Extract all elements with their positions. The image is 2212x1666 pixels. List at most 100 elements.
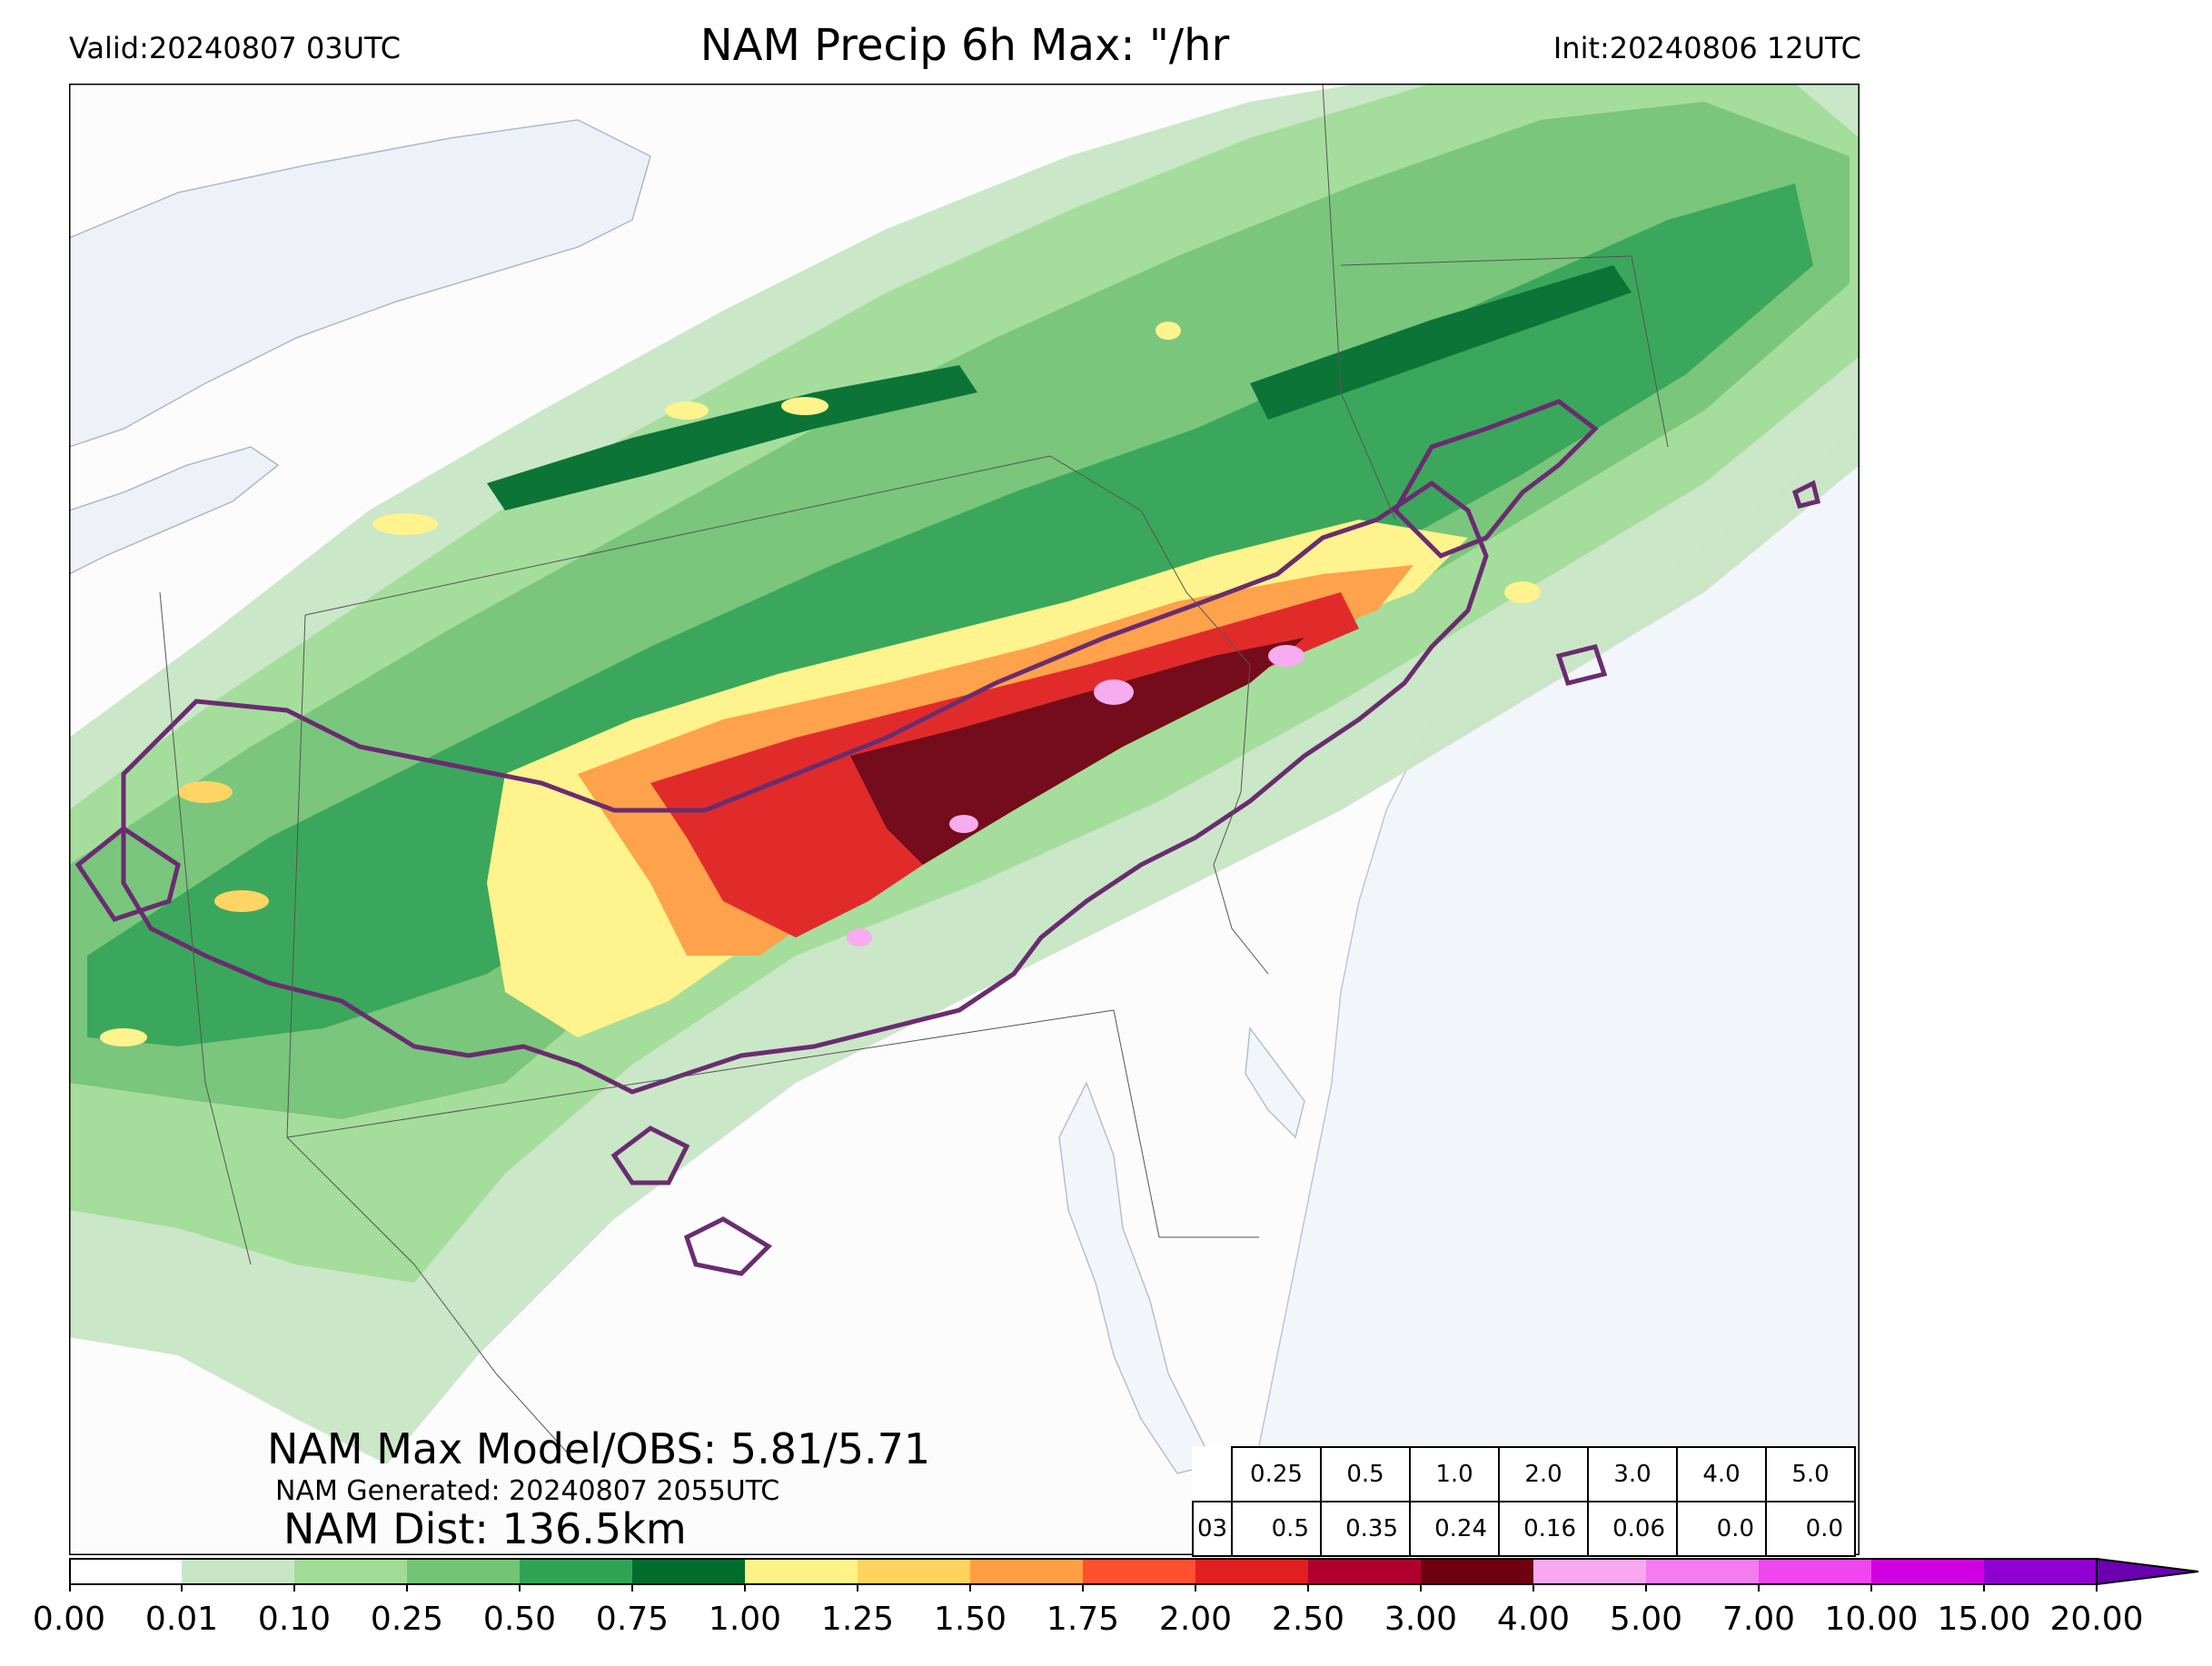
colorbar-segment bbox=[1308, 1559, 1421, 1584]
colorbar-segment bbox=[520, 1559, 632, 1584]
threshold-row: 0.25 0.5 1.0 2.0 3.0 4.0 5.0 bbox=[1193, 1446, 1856, 1502]
value-cell: 0.24 bbox=[1409, 1501, 1500, 1557]
colorbar-segment bbox=[1871, 1559, 1984, 1584]
obs-contour-south2 bbox=[683, 1216, 773, 1276]
colorbar-tick-label: 0.01 bbox=[144, 1601, 219, 1638]
colorbar-tick-label: 4.00 bbox=[1496, 1601, 1571, 1638]
precip-cell bbox=[100, 1028, 147, 1046]
ct-ma-border bbox=[1340, 255, 1632, 266]
map-title: NAM Precip 6h Max: "/hr bbox=[699, 20, 1230, 71]
threshold-cell: 2.0 bbox=[1498, 1446, 1589, 1502]
precip-band-075 bbox=[487, 365, 977, 511]
colorbar-tick-label: 1.25 bbox=[820, 1601, 895, 1638]
threshold-cell: 0.5 bbox=[1320, 1446, 1411, 1502]
colorbar-segment bbox=[1984, 1559, 2097, 1584]
distance-label: NAM Dist: 136.5km bbox=[283, 1504, 687, 1553]
colorbar-tick-label: 2.00 bbox=[1158, 1601, 1233, 1638]
value-cell: 0.0 bbox=[1676, 1501, 1767, 1557]
obs-contour-coast bbox=[1555, 644, 1608, 686]
colorbar-segment bbox=[858, 1559, 970, 1584]
colorbar-segment bbox=[632, 1559, 745, 1584]
threshold-cell: 0.25 bbox=[1231, 1446, 1322, 1502]
colorbar-segment bbox=[1083, 1559, 1195, 1584]
generated-time-label: NAM Generated: 20240807 2055UTC bbox=[275, 1475, 780, 1507]
colorbar-segment bbox=[182, 1559, 294, 1584]
lake-erie bbox=[69, 446, 280, 575]
precip-max-pink-1 bbox=[1094, 679, 1134, 705]
value-row: 03 0.5 0.35 0.24 0.16 0.06 0.0 0.0 bbox=[1192, 1501, 1856, 1557]
md-de-border bbox=[1113, 1009, 1259, 1238]
value-cell: 0.06 bbox=[1587, 1501, 1678, 1557]
colorbar-segment bbox=[1533, 1559, 1646, 1584]
precip-cell bbox=[1504, 581, 1541, 603]
threshold-cell: 5.0 bbox=[1765, 1446, 1856, 1502]
pa-south-border bbox=[286, 1009, 1115, 1138]
colorbar-segment bbox=[970, 1559, 1083, 1584]
threshold-cell: 3.0 bbox=[1587, 1446, 1678, 1502]
valid-time-label: Valid:20240807 03UTC bbox=[69, 31, 402, 65]
precip-cell bbox=[372, 513, 438, 535]
colorbar-segment bbox=[1421, 1559, 1533, 1584]
colorbar bbox=[69, 1557, 2199, 1592]
colorbar-tick-label: 1.50 bbox=[933, 1601, 1007, 1638]
value-cell: 0.35 bbox=[1320, 1501, 1411, 1557]
precip-cell bbox=[1156, 322, 1181, 340]
precip-max-pink-4 bbox=[847, 928, 872, 947]
colorbar-tick-label: 7.00 bbox=[1721, 1601, 1796, 1638]
colorbar-tick-label: 0.75 bbox=[595, 1601, 670, 1638]
colorbar-segment bbox=[69, 1559, 182, 1584]
colorbar-tick-label: 0.25 bbox=[370, 1601, 444, 1638]
ny-pa-border bbox=[304, 455, 1142, 616]
colorbar-tick-label: 1.75 bbox=[1046, 1601, 1120, 1638]
colorbar-tick-label: 10.00 bbox=[1824, 1601, 1919, 1638]
obs-contours bbox=[74, 399, 1821, 1276]
precip-core-300 bbox=[850, 638, 1304, 865]
init-time-label: Init:20240806 12UTC bbox=[1552, 31, 1861, 65]
precip-max-pink-3 bbox=[949, 815, 978, 833]
max-model-obs-label: NAM Max Model/OBS: 5.81/5.71 bbox=[267, 1424, 931, 1473]
colorbar-segment bbox=[1759, 1559, 1871, 1584]
row-label-cell: 03 bbox=[1192, 1501, 1233, 1557]
colorbar-segment bbox=[294, 1559, 407, 1584]
value-cell: 0.5 bbox=[1231, 1501, 1322, 1557]
oh-wv-border bbox=[159, 591, 252, 1265]
precip-cell bbox=[665, 402, 709, 420]
colorbar-segment bbox=[1195, 1559, 1308, 1584]
colorbar-tick-label: 5.00 bbox=[1609, 1601, 1683, 1638]
precip-cell bbox=[178, 781, 233, 803]
obs-contour-ne bbox=[1791, 480, 1821, 509]
delaware-bay bbox=[1245, 1026, 1305, 1139]
precip-band-075b bbox=[1250, 265, 1632, 420]
precip-field bbox=[69, 84, 1860, 1464]
threshold-cell: 1.0 bbox=[1409, 1446, 1500, 1502]
colorbar-tick-label: 0.00 bbox=[32, 1601, 106, 1638]
ct-ri-border bbox=[1631, 255, 1669, 448]
obs-contour-main bbox=[121, 480, 1489, 1095]
threshold-stats-table: 0.25 0.5 1.0 2.0 3.0 4.0 5.0 03 0.5 0.35… bbox=[1192, 1446, 1856, 1557]
colorbar-extend-arrow bbox=[2096, 1557, 2199, 1586]
colorbar-tick-label: 0.10 bbox=[257, 1601, 332, 1638]
pa-west-border bbox=[286, 614, 306, 1138]
precip-cell bbox=[214, 890, 269, 912]
precip-cell bbox=[781, 397, 828, 415]
obs-contour-south bbox=[610, 1126, 690, 1185]
colorbar-segment bbox=[745, 1559, 858, 1584]
new-england-border bbox=[1322, 84, 1396, 521]
precip-map bbox=[69, 84, 1860, 1555]
lake-ontario bbox=[69, 119, 651, 448]
obs-contour-east bbox=[1392, 399, 1599, 559]
colorbar-tick-label: 20.00 bbox=[2049, 1601, 2144, 1638]
obs-contour-west bbox=[74, 825, 181, 922]
state-borders bbox=[159, 84, 1669, 1465]
colorbar-tick-label: 3.00 bbox=[1384, 1601, 1458, 1638]
colorbar-tick-label: 1.00 bbox=[708, 1601, 782, 1638]
threshold-cell: 4.0 bbox=[1676, 1446, 1767, 1502]
value-cell: 0.16 bbox=[1498, 1501, 1589, 1557]
precip-max-pink-2 bbox=[1268, 645, 1304, 667]
va-wv-border bbox=[286, 1136, 579, 1465]
colorbar-tick-label: 2.50 bbox=[1271, 1601, 1345, 1638]
nj-west-border bbox=[1140, 510, 1269, 975]
value-cell: 0.0 bbox=[1765, 1501, 1856, 1557]
colorbar-tick-label: 0.50 bbox=[482, 1601, 557, 1638]
colorbar-segment bbox=[407, 1559, 520, 1584]
